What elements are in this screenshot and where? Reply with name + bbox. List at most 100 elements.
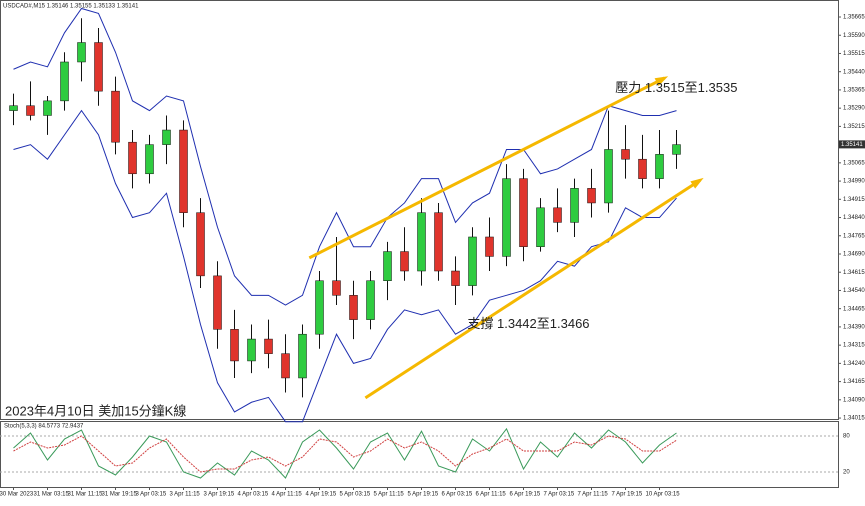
x-tick-label: 6 Apr 19:15 xyxy=(510,492,541,498)
stoch-panel xyxy=(0,421,839,488)
x-tick-label: 31 Mar 11:15 xyxy=(68,492,104,498)
candle-body xyxy=(145,144,154,175)
candle-body xyxy=(349,295,358,320)
candle-body xyxy=(111,90,120,143)
x-tick-label: 4 Apr 11:15 xyxy=(272,492,303,498)
y-tick-label: 1.34090 xyxy=(843,397,865,403)
x-tick-label: 10 Apr 03:15 xyxy=(646,492,681,498)
channel-line xyxy=(308,76,666,260)
last-price-label: 1.35141 xyxy=(841,142,863,148)
x-tick-label: 7 Apr 03:15 xyxy=(544,492,575,498)
x-tick-label: 31 Mar 03:15 xyxy=(34,492,70,498)
y-tick-label: 1.35290 xyxy=(843,106,865,112)
candle-body xyxy=(485,236,494,257)
candle-body xyxy=(128,141,137,175)
candle-body xyxy=(43,100,52,116)
y-tick-label: 1.34990 xyxy=(843,179,865,185)
candle-body xyxy=(451,270,460,286)
x-tick-label: 3 Apr 19:15 xyxy=(204,492,235,498)
x-tick-label: 7 Apr 11:15 xyxy=(578,492,609,498)
y-tick-label: 1.34390 xyxy=(843,324,865,330)
candle-body xyxy=(383,251,392,281)
y-tick-label: 1.34465 xyxy=(843,306,865,312)
x-tick-label: 5 Apr 19:15 xyxy=(408,492,439,498)
y-tick-label: 1.34765 xyxy=(843,233,865,239)
annotation: 支撐 1.3442至1.3466 xyxy=(467,316,589,331)
candle-body xyxy=(213,275,222,330)
candle-body xyxy=(94,42,103,92)
channel-arrowhead xyxy=(690,177,704,189)
candle-body xyxy=(536,207,545,247)
candle-body xyxy=(468,236,477,286)
candle-body xyxy=(519,178,528,247)
band-line xyxy=(13,109,677,423)
annotation: 壓力 1.3515至1.3535 xyxy=(615,80,737,95)
y-tick-label: 1.34540 xyxy=(843,288,865,294)
y-tick-label: 1.34690 xyxy=(843,252,865,258)
x-tick-label: 3 Apr 11:15 xyxy=(170,492,201,498)
x-tick-label: 7 Apr 19:15 xyxy=(612,492,643,498)
candle-body xyxy=(400,251,409,272)
stoch-line xyxy=(13,435,677,473)
y-tick-label: 1.34165 xyxy=(843,379,865,385)
y-tick-label: 1.35590 xyxy=(843,33,865,39)
last-price-box xyxy=(839,140,865,149)
candle-body xyxy=(672,144,681,155)
y-tick-label: 1.35515 xyxy=(843,51,865,57)
candle-body xyxy=(587,188,596,204)
candle-body xyxy=(9,105,18,111)
candle-body xyxy=(502,178,511,257)
candle-body xyxy=(247,338,256,362)
x-tick-label: 6 Apr 11:15 xyxy=(476,492,507,498)
candle-body xyxy=(26,105,35,116)
main-panel xyxy=(0,0,839,420)
y-tick-label: 1.34915 xyxy=(843,197,865,203)
stoch-title: Stoch(5,3,3) 84.5773 72.9437 xyxy=(4,424,84,430)
candle-body xyxy=(332,280,341,296)
candle-body xyxy=(60,61,69,102)
candle-body xyxy=(77,42,86,63)
candle-body xyxy=(638,158,647,179)
stoch-tick-label: 20 xyxy=(843,470,850,476)
caption: 2023年4月10日 美加15分鐘K線 xyxy=(5,403,186,418)
candle-body xyxy=(417,212,426,272)
channel-line xyxy=(364,178,702,400)
candle-body xyxy=(553,207,562,223)
y-tick-label: 1.34615 xyxy=(843,270,865,276)
candle-body xyxy=(196,212,205,277)
candle-body xyxy=(604,149,613,204)
x-tick-label: 30 Mar 2023 xyxy=(0,492,34,498)
candle-body xyxy=(315,280,324,335)
y-tick-label: 1.34015 xyxy=(843,416,865,422)
y-tick-label: 1.35365 xyxy=(843,88,865,94)
candle-body xyxy=(366,280,375,320)
band-line xyxy=(13,7,677,306)
x-tick-label: 5 Apr 11:15 xyxy=(374,492,405,498)
x-tick-label: 4 Apr 19:15 xyxy=(306,492,337,498)
y-tick-label: 1.34315 xyxy=(843,343,865,349)
stoch-tick-label: 80 xyxy=(843,434,850,440)
candle-body xyxy=(162,129,171,145)
y-tick-label: 1.35665 xyxy=(843,15,865,21)
x-tick-label: 3 Apr 03:15 xyxy=(136,492,167,498)
channel-arrowhead xyxy=(654,76,669,86)
stoch-line xyxy=(13,427,677,479)
x-tick-label: 31 Mar 19:15 xyxy=(102,492,138,498)
y-tick-label: 1.35440 xyxy=(843,69,865,75)
candle-body xyxy=(264,338,273,354)
y-tick-label: 1.34840 xyxy=(843,215,865,221)
x-tick-label: 5 Apr 03:15 xyxy=(340,492,371,498)
x-tick-label: 4 Apr 03:15 xyxy=(238,492,269,498)
y-tick-label: 1.35065 xyxy=(843,160,865,166)
y-tick-label: 1.35215 xyxy=(843,124,865,130)
candle-body xyxy=(230,329,239,362)
candle-body xyxy=(621,149,630,160)
chart-title: USDCAD#,M15 1.35146 1.35155 1.35133 1.35… xyxy=(3,4,139,10)
x-tick-label: 6 Apr 03:15 xyxy=(442,492,473,498)
candle-body xyxy=(570,188,579,223)
candle-body xyxy=(434,212,443,272)
candle-body xyxy=(179,129,188,213)
candle-body xyxy=(281,353,290,379)
candle-body xyxy=(298,333,307,379)
